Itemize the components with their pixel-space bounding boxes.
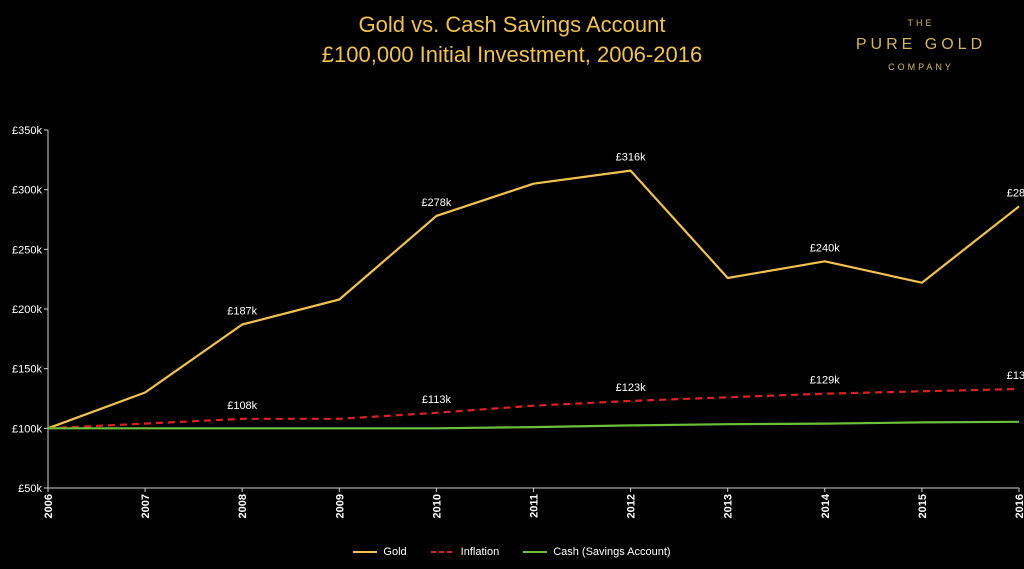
y-tick-label: £200k (12, 304, 42, 316)
x-tick-label: 2009 (334, 494, 346, 518)
data-label: £123k (616, 382, 646, 394)
x-tick-label: 2015 (917, 494, 929, 518)
y-tick-label: £300k (12, 185, 42, 197)
legend-label: Inflation (460, 546, 500, 558)
data-label: £278k (421, 197, 451, 209)
legend-item: Gold (353, 546, 407, 558)
logo-top-text: THE (907, 18, 935, 28)
x-tick-label: 2007 (140, 494, 152, 518)
x-tick-label: 2012 (626, 494, 638, 518)
legend-swatch (353, 551, 378, 553)
data-label: £187k (227, 306, 257, 318)
logo-bottom-text: COMPANY (888, 62, 954, 72)
chart-lines (47, 169, 1020, 430)
data-label: £286 (1007, 187, 1024, 199)
logo-main-text: PURE GOLD (855, 36, 987, 53)
legend-swatch (430, 551, 455, 553)
data-label: £129k (810, 375, 840, 387)
legend-label: Cash (Savings Account) (553, 546, 671, 558)
chart-subtitle: £100,000 Initial Investment, 2006-2016 (321, 42, 703, 67)
data-label: £316k (616, 152, 646, 164)
x-tick-label: 2011 (529, 494, 541, 518)
chart-title: Gold vs. Cash Savings Account (358, 12, 666, 37)
series-line-gold (47, 169, 1020, 430)
x-tick-label: 2014 (820, 493, 832, 518)
legend-swatch (523, 551, 548, 553)
x-tick-label: 2010 (431, 494, 443, 518)
legend-item: Inflation (430, 546, 500, 558)
x-tick-label: 2006 (43, 494, 55, 518)
chart-legend: Gold Inflation Cash (Savings Account) (0, 546, 1024, 558)
legend-label: Gold (383, 546, 407, 558)
x-tick-label: 2013 (723, 494, 735, 518)
data-label: £113k (422, 394, 452, 406)
series-line-cash-savings-account (48, 420, 1020, 430)
data-labels: £187k £278k £316k £240k £286 £108k £113k £123k £… (227, 152, 1024, 412)
y-tick-label: £350k (12, 125, 42, 137)
y-tick-label: £50k (18, 483, 42, 495)
y-tick-label: £150k (12, 364, 42, 376)
data-label: £240k (810, 242, 840, 254)
series-line-inflation (47, 387, 1020, 430)
x-tick-label: 2016 (1014, 494, 1024, 518)
chart-axes: £50k £100k £150k £200k £250k £300k £350k 2006 20… (12, 125, 1024, 518)
data-label: £108k (227, 400, 257, 412)
legend-item: Cash (Savings Account) (523, 546, 671, 558)
y-tick-label: £100k (12, 423, 42, 435)
data-label: £133 (1007, 370, 1024, 382)
x-tick-label: 2008 (237, 494, 249, 518)
y-tick-label: £250k (12, 244, 42, 256)
line-chart: £50k £100k £150k £200k £250k £300k £350k 2006 20… (12, 125, 1024, 518)
company-logo: THE PURE GOLD COMPANY (846, 18, 996, 72)
